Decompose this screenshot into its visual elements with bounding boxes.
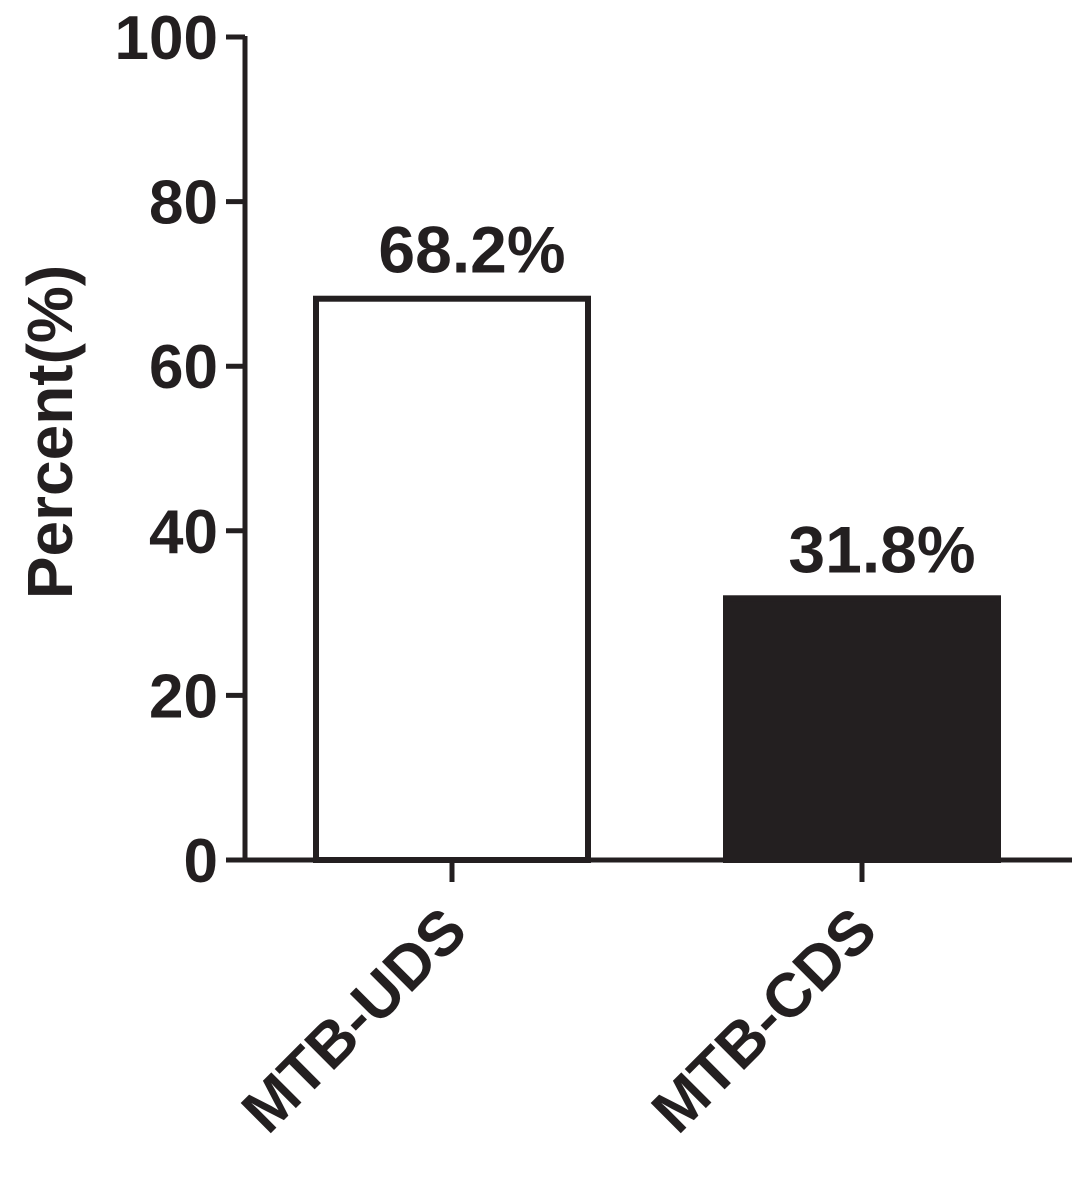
y-axis-ticks: 0 20 40 60 80 100 [115,4,245,896]
y-axis-title: Percent(%) [14,265,86,599]
y-tick-label: 0 [184,827,218,896]
bar-mtb-cds [723,595,1001,863]
bars [313,295,1001,863]
y-tick-label: 40 [149,498,218,567]
y-tick-label: 60 [149,333,218,402]
data-label: 31.8% [788,512,975,586]
y-tick-label: 80 [149,169,218,238]
x-category-label: MTB-UDS [229,895,480,1146]
y-axis-title-group: Percent(%) [14,265,86,599]
bar-mtb-uds [313,295,591,863]
axes [226,36,1072,863]
y-tick-label: 20 [149,662,218,731]
data-label: 68.2% [378,213,565,287]
x-category-label: MTB-CDS [639,895,890,1146]
data-labels: 68.2% 31.8% [378,213,975,587]
y-tick-label: 100 [115,4,218,73]
x-axis-categories: MTB-UDS MTB-CDS [229,860,890,1146]
